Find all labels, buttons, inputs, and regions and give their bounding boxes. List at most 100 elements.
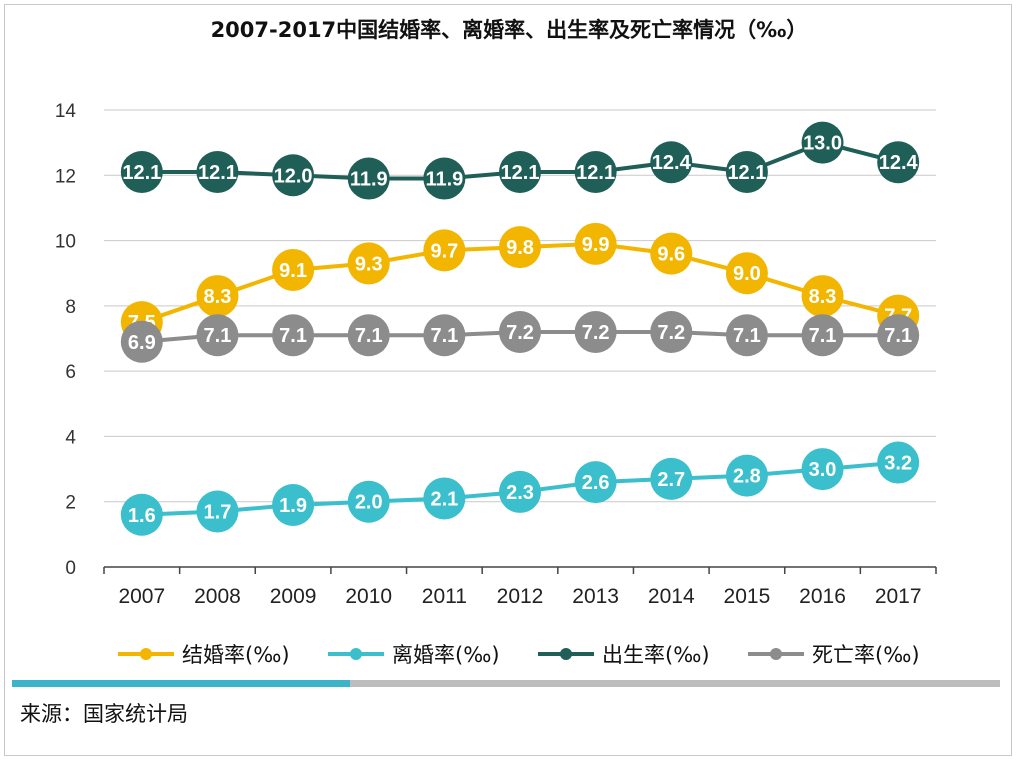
y-tick-label: 8 (65, 297, 76, 318)
data-point (574, 151, 617, 194)
data-label: 12.1 (501, 162, 540, 184)
data-point (272, 314, 315, 357)
data-label: 9.6 (657, 244, 685, 266)
x-tick-label: 2010 (345, 585, 392, 608)
data-point (347, 480, 390, 523)
data-label: 1.7 (204, 502, 232, 524)
data-label: 12.1 (122, 162, 161, 184)
data-point (347, 242, 390, 285)
data-label: 12.4 (652, 152, 692, 174)
data-label: 1.6 (128, 505, 156, 527)
data-label: 7.1 (809, 325, 837, 347)
data-label: 7.2 (506, 322, 534, 344)
data-point (725, 151, 768, 194)
data-point (801, 314, 844, 357)
data-point (120, 151, 163, 194)
data-label: 8.3 (809, 286, 837, 308)
x-tick-label: 2014 (648, 585, 695, 608)
data-point (196, 314, 239, 357)
y-tick-label: 10 (55, 232, 76, 253)
x-tick-label: 2007 (118, 585, 165, 608)
data-point (196, 490, 239, 533)
data-label: 9.9 (582, 234, 610, 256)
data-label: 12.1 (198, 162, 237, 184)
x-tick-label: 2013 (572, 585, 619, 608)
data-label: 1.9 (279, 495, 307, 517)
y-tick-label: 12 (55, 166, 76, 187)
data-point (801, 448, 844, 491)
data-point (650, 457, 693, 500)
data-label: 2.1 (430, 488, 458, 510)
data-label: 9.8 (506, 237, 534, 259)
data-point (196, 151, 239, 194)
data-label: 2.0 (355, 492, 383, 514)
data-label: 9.0 (733, 263, 761, 285)
data-label: 9.1 (279, 260, 307, 282)
data-point (196, 275, 239, 318)
legend-label: 结婚率(‰) (182, 643, 290, 667)
legend-label: 离婚率(‰) (392, 643, 500, 667)
x-tick-label: 2017 (875, 585, 922, 608)
data-label: 12.4 (879, 152, 919, 174)
data-label: 12.1 (727, 162, 766, 184)
data-point (347, 314, 390, 357)
data-point (574, 222, 617, 265)
chart-frame (4, 4, 1012, 756)
data-label: 7.2 (657, 322, 685, 344)
data-label: 11.9 (425, 169, 463, 191)
data-point (499, 310, 541, 353)
data-point (272, 483, 315, 526)
x-tick-label: 2011 (422, 585, 467, 608)
divider-accent (12, 680, 350, 687)
data-point (877, 441, 920, 484)
data-label: 9.7 (430, 240, 458, 262)
data-point (725, 454, 768, 497)
data-point (650, 310, 693, 353)
data-label: 7.1 (204, 325, 232, 347)
legend-swatch-marker (140, 648, 152, 660)
data-point (423, 477, 466, 520)
x-tick-label: 2016 (799, 585, 846, 608)
data-point (877, 141, 920, 184)
data-label: 7.1 (279, 325, 307, 347)
data-label: 6.9 (128, 332, 156, 354)
data-label: 2.7 (657, 469, 685, 491)
data-point (877, 314, 920, 357)
x-tick-label: 2009 (270, 585, 317, 608)
data-point (574, 461, 617, 504)
data-label: 3.0 (809, 459, 837, 481)
data-point (423, 229, 466, 272)
data-label: 2.3 (506, 482, 534, 504)
legend-swatch-marker (560, 648, 572, 660)
data-point (120, 493, 163, 536)
divider-line (350, 680, 1000, 687)
legend-label: 死亡率(‰) (812, 643, 920, 667)
data-point (725, 314, 768, 357)
legend-swatch-marker (350, 648, 362, 660)
data-label: 7.1 (884, 325, 912, 347)
data-point (499, 151, 541, 194)
legend-label: 出生率(‰) (602, 643, 710, 667)
x-tick-label: 2015 (724, 585, 771, 608)
data-label: 2.8 (733, 466, 761, 488)
data-point (650, 232, 693, 275)
line-chart: 0 2 4 6 8 10 12 14 2007 2008 2009 2010 2011 2012 2013 2… (55, 101, 937, 667)
data-point (801, 121, 844, 164)
data-label: 12.0 (274, 165, 313, 187)
data-point (423, 157, 466, 200)
data-label: 12.1 (576, 162, 615, 184)
data-point (725, 252, 768, 295)
data-label: 13.0 (803, 133, 842, 155)
data-label: 9.3 (355, 253, 383, 275)
x-tick-label: 2008 (194, 585, 241, 608)
data-label: 8.3 (204, 286, 232, 308)
data-label: 7.1 (430, 325, 458, 347)
y-tick-label: 6 (65, 362, 76, 383)
data-point (499, 470, 541, 513)
data-point (120, 320, 163, 363)
data-label: 11.9 (350, 169, 388, 191)
data-point (499, 226, 541, 269)
legend-swatch-marker (770, 648, 782, 660)
data-point (347, 157, 390, 200)
data-point (272, 248, 315, 291)
